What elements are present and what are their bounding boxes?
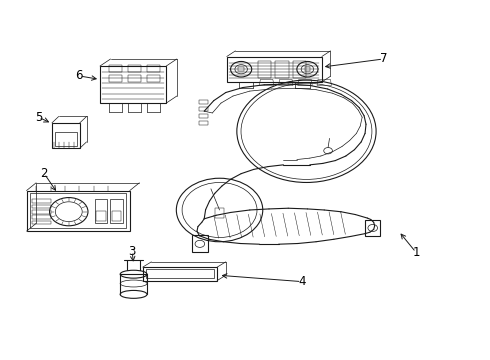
- Bar: [100, 66, 166, 103]
- Bar: [52, 123, 80, 148]
- Bar: [143, 267, 217, 280]
- Bar: [96, 211, 106, 221]
- Bar: [32, 215, 50, 219]
- Bar: [95, 199, 107, 224]
- Bar: [147, 75, 161, 82]
- Bar: [275, 61, 289, 78]
- Bar: [55, 132, 77, 146]
- Bar: [365, 220, 380, 237]
- Bar: [32, 199, 50, 203]
- Bar: [258, 61, 271, 78]
- Text: 6: 6: [75, 69, 83, 82]
- Bar: [305, 67, 310, 71]
- Text: 4: 4: [298, 275, 305, 288]
- Bar: [227, 57, 322, 82]
- Text: 1: 1: [412, 246, 420, 259]
- Bar: [238, 67, 244, 71]
- Bar: [192, 235, 208, 252]
- Bar: [32, 205, 50, 208]
- Bar: [199, 100, 208, 104]
- Bar: [199, 121, 208, 125]
- Bar: [215, 208, 224, 218]
- Bar: [199, 107, 208, 111]
- Text: 7: 7: [380, 53, 387, 66]
- Bar: [109, 65, 122, 72]
- Text: 2: 2: [41, 167, 48, 180]
- Text: 5: 5: [35, 111, 42, 124]
- Text: 3: 3: [128, 245, 136, 258]
- Bar: [293, 61, 306, 78]
- Bar: [128, 75, 141, 82]
- Bar: [199, 114, 208, 118]
- Bar: [147, 65, 161, 72]
- Bar: [112, 211, 121, 221]
- Bar: [32, 210, 50, 213]
- Bar: [110, 199, 122, 224]
- Bar: [109, 75, 122, 82]
- Bar: [32, 221, 50, 224]
- Bar: [128, 65, 141, 72]
- Bar: [30, 193, 126, 228]
- Bar: [26, 190, 130, 231]
- Bar: [146, 269, 214, 278]
